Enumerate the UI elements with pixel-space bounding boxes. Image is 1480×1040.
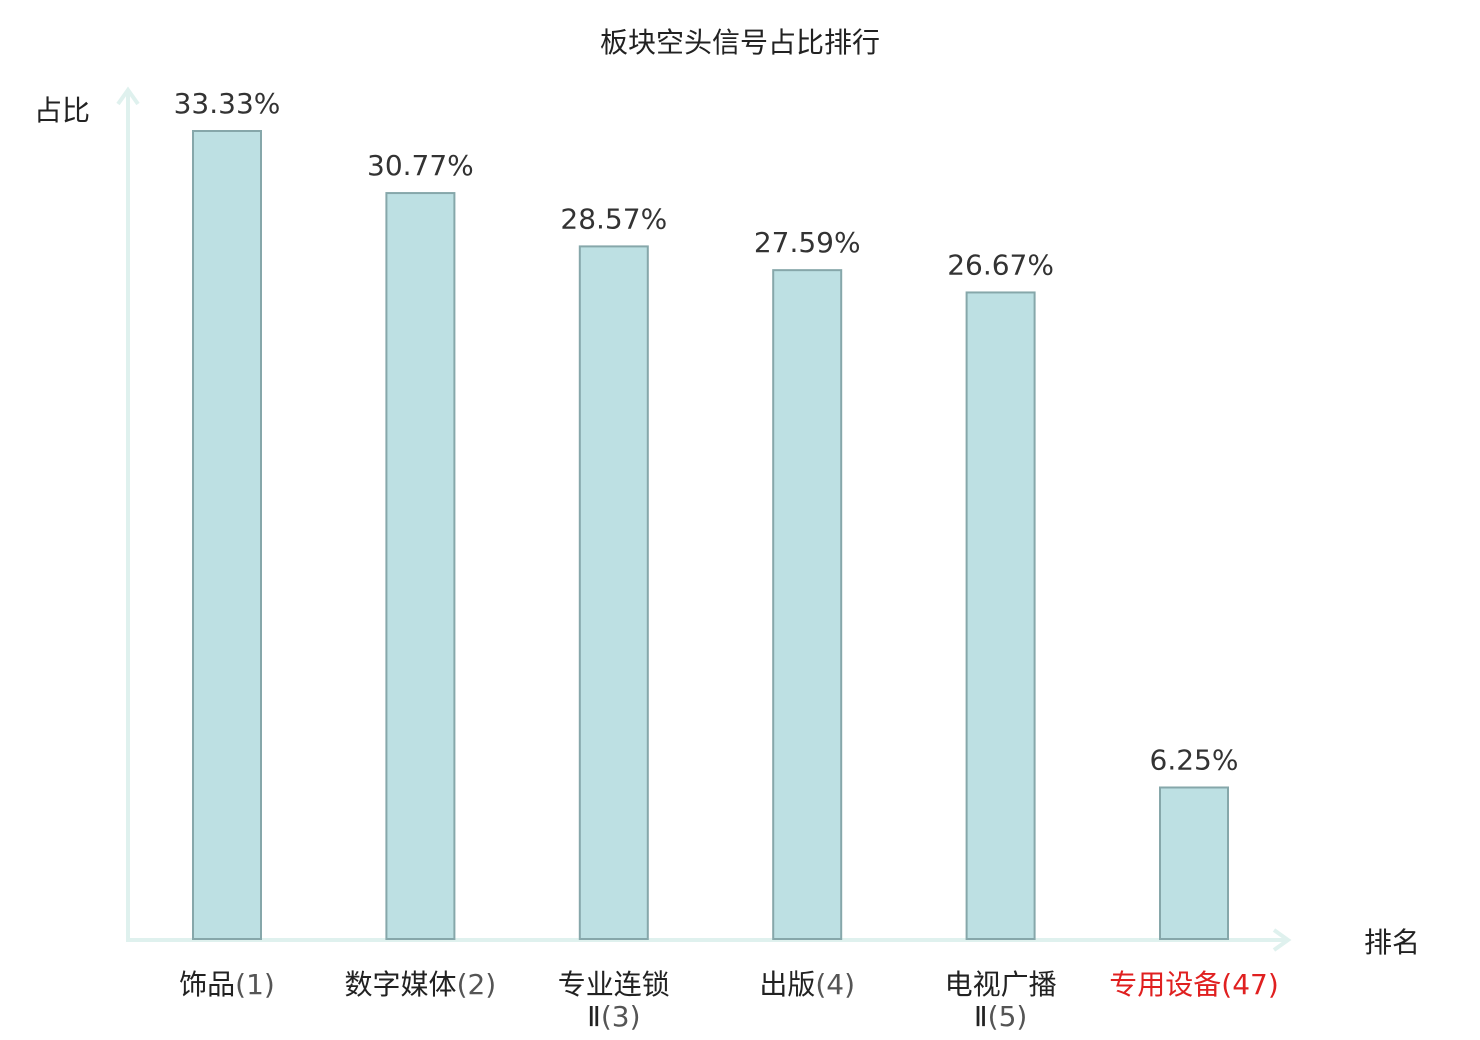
category-label-line2: Ⅱ(5) — [974, 1000, 1027, 1033]
bar-value-label: 28.57% — [560, 202, 667, 235]
bar — [192, 130, 262, 940]
bar-value-label: 6.25% — [1150, 743, 1239, 776]
chart-title: 板块空头信号占比排行 — [600, 26, 880, 59]
category-label: 数字媒体(2) — [345, 968, 497, 1001]
y-axis-label: 占比 — [34, 94, 90, 127]
bar — [772, 269, 843, 941]
category-label: 饰品(1) — [179, 968, 275, 1001]
category-label: 出版(4) — [759, 968, 855, 1001]
bar-value-label: 30.77% — [367, 149, 474, 182]
y-axis-arrow — [116, 86, 140, 106]
bar-value-label: 33.33% — [174, 87, 281, 120]
category-label-line2: Ⅱ(3) — [587, 1000, 640, 1033]
category-label: 专业连锁 — [558, 968, 670, 1001]
bar — [385, 192, 456, 940]
x-axis-label: 排名 — [1364, 926, 1420, 959]
x-axis-arrow — [1272, 928, 1292, 952]
category-label: 电视广播 — [945, 968, 1057, 1001]
bar — [1159, 786, 1229, 941]
bar-value-label: 27.59% — [754, 226, 861, 259]
axes — [116, 86, 1292, 952]
category-label: 专用设备(47) — [1109, 968, 1279, 1001]
bar-value-label: 26.67% — [947, 248, 1054, 281]
bar — [965, 291, 1036, 941]
bar — [578, 245, 649, 941]
